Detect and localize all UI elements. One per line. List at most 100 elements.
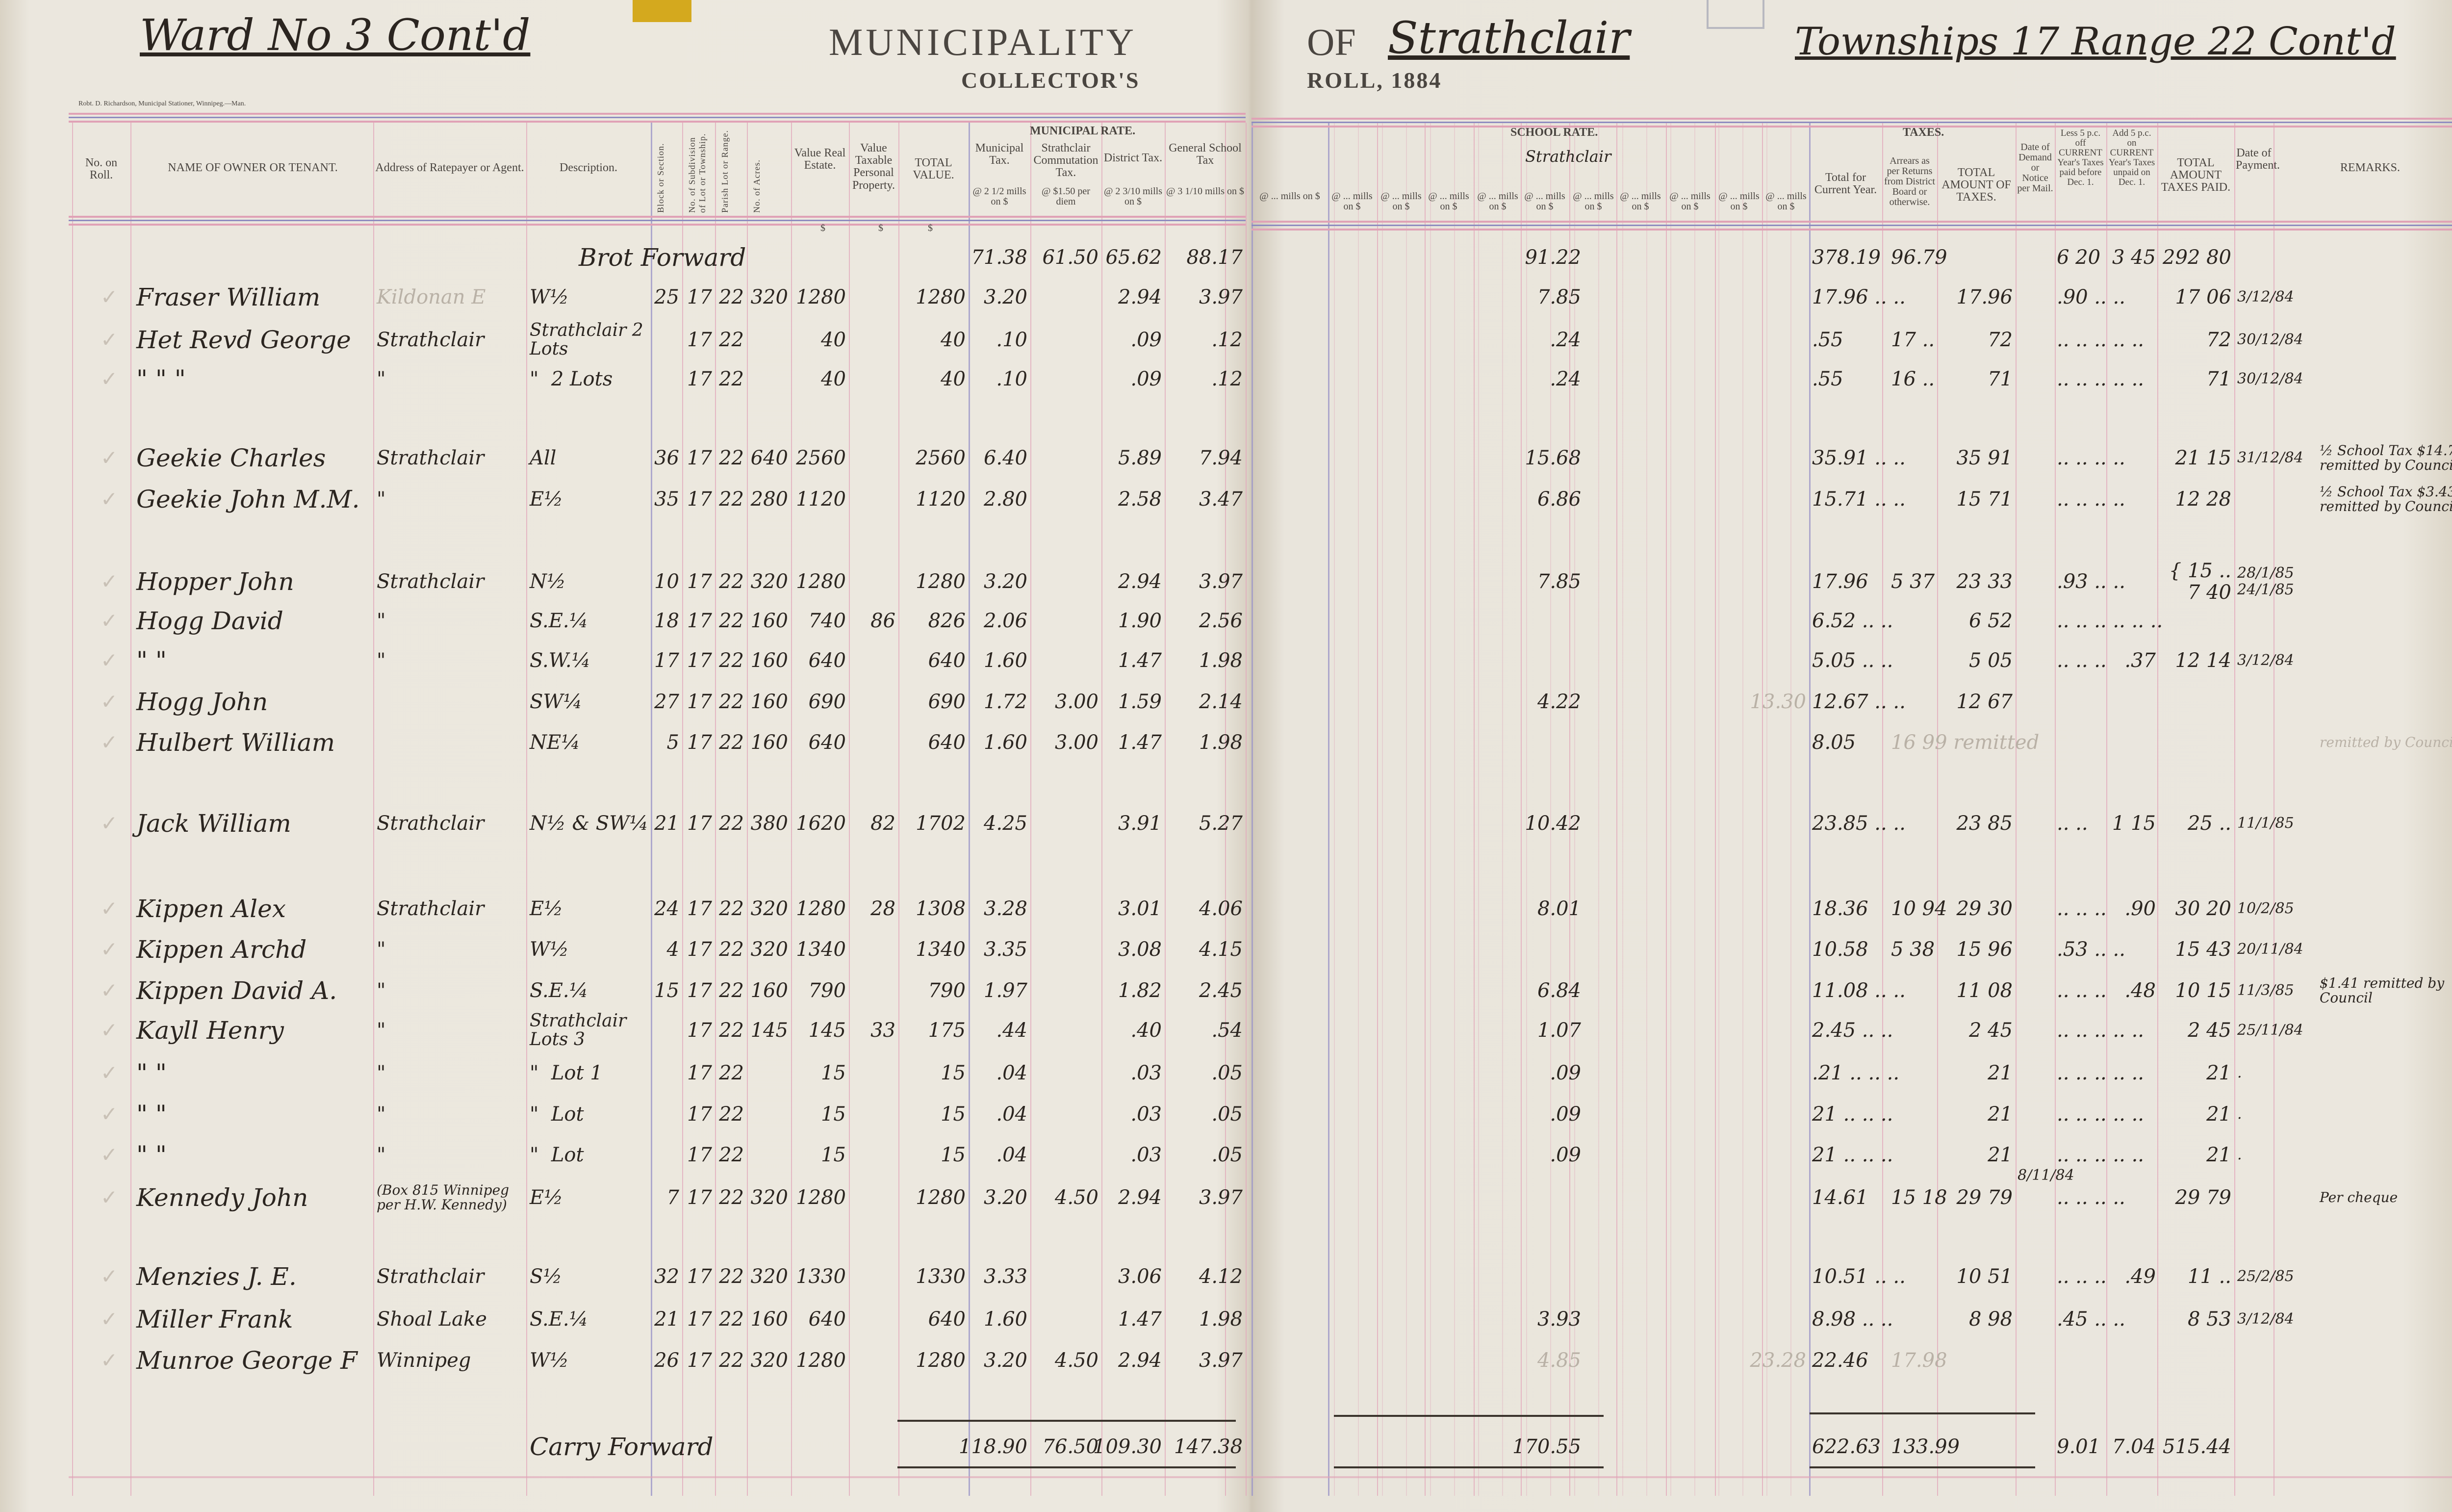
cell-total-current: 23.85 .. .. <box>1812 812 1906 835</box>
cell-district: 1.47 <box>1118 649 1162 672</box>
column-rule <box>1762 123 1763 1496</box>
cell-range: 22 <box>719 447 744 469</box>
cell-total-value: 15 <box>941 1062 966 1084</box>
check-mark-icon: ✓ <box>101 285 118 309</box>
cell-total-value: 640 <box>928 649 966 672</box>
header-acres: No. of Acres. <box>752 159 762 213</box>
cell-name: " " <box>136 646 167 675</box>
cell-school: 5.27 <box>1199 812 1243 835</box>
cell-arrears: 5 37 <box>1891 570 1935 593</box>
cell-municipal: 3.20 <box>983 1186 1027 1209</box>
cell-total-value: 790 <box>928 979 966 1002</box>
horizontal-rule <box>69 220 1246 221</box>
cell-municipal: 6.40 <box>983 447 1027 469</box>
horizontal-rule <box>69 216 1246 218</box>
header-name: NAME OF OWNER OR TENANT. <box>168 161 338 174</box>
header-mills-on-dollar: @ ... mills on $ <box>1259 191 1320 202</box>
cell-total-value: 175 <box>928 1019 966 1042</box>
header-commutation: Strathclair Commutation Tax. <box>1033 142 1098 179</box>
cell-date-paid: 3/12/84 <box>2237 288 2294 306</box>
cell-name: Kippen Archd <box>136 935 307 964</box>
column-rule <box>1521 123 1522 1496</box>
check-mark-icon: ✓ <box>101 897 118 921</box>
cell-district: 3.06 <box>1118 1265 1162 1288</box>
of-label: OF <box>1307 21 1356 63</box>
paper-clip-icon <box>1707 0 1764 29</box>
cell-description: NE¼ <box>530 731 580 754</box>
cell-total-paid: 8 53 <box>2187 1308 2231 1331</box>
cell-total-current: 17.96 <box>1812 570 1868 593</box>
cell-personal: 82 <box>870 812 895 835</box>
cell-date-paid: 30/12/84 <box>2237 331 2303 348</box>
header-mills-on-dollar: @ ... mills on $ <box>1573 191 1614 212</box>
cell-less: .. .. .. <box>2057 979 2107 1002</box>
column-rule <box>1718 123 1719 1496</box>
cell-total-value: 1330 <box>916 1265 966 1288</box>
cell-address: " <box>377 938 386 961</box>
cell-district: 65.62 <box>1105 246 1162 269</box>
cell-township: 17 <box>687 938 712 961</box>
cell-total-amount: 23 85 <box>1956 812 2013 835</box>
cell-municipal: 118.90 <box>959 1435 1027 1458</box>
cell-municipal: 3.35 <box>983 938 1027 961</box>
column-rule <box>130 123 131 1496</box>
cell-school: .12 <box>1211 368 1243 390</box>
total-underline <box>897 1420 1236 1422</box>
header-demand: Date of Demand or Notice per Mail. <box>2017 142 2053 194</box>
check-mark-icon: ✓ <box>101 1307 118 1331</box>
cell-total-amount: 10 51 <box>1956 1265 2013 1288</box>
cell-acres: 145 <box>750 1019 788 1042</box>
cell-section: 10 <box>654 570 679 593</box>
column-rule <box>791 123 792 1496</box>
check-mark-icon: ✓ <box>101 367 118 391</box>
cell-acres: 320 <box>750 1186 788 1209</box>
header-municipal-rate: MUNICIPAL RATE. <box>1030 125 1136 137</box>
cell-district: 3.01 <box>1118 897 1162 920</box>
check-mark-icon: ✓ <box>101 1102 118 1126</box>
column-rule <box>1598 123 1599 1496</box>
cell-total-paid: 30 20 <box>2175 897 2231 920</box>
column-rule <box>1474 123 1475 1496</box>
cell-address: Strathclair <box>377 897 485 920</box>
column-rule <box>1502 123 1503 1496</box>
cell-township: 17 <box>687 1349 712 1372</box>
column-rule <box>1616 123 1617 1496</box>
cell-description: E½ <box>530 488 563 511</box>
cell-acres: 320 <box>750 286 788 308</box>
cell-address: " <box>377 610 386 632</box>
check-mark-icon: ✓ <box>101 978 118 1002</box>
cell-add: 3 45 <box>2112 246 2156 269</box>
cell-total-current: 22.46 <box>1812 1349 1868 1372</box>
cell-name: Kennedy John <box>136 1183 308 1212</box>
brought-forward-label: Brot Forward <box>579 243 746 272</box>
cell-strathclair: .09 <box>1550 1103 1581 1126</box>
cell-rate-extra: 23.28 <box>1750 1349 1806 1372</box>
header-arrears: Arrears as per Returns from District Boa… <box>1884 155 1935 207</box>
cell-address: Strathclair <box>377 329 485 351</box>
cell-municipal: 3.20 <box>983 286 1027 308</box>
cell-range: 22 <box>719 368 744 390</box>
cell-less: .53 .. .. <box>2057 938 2125 961</box>
cell-total-paid: 29 79 <box>2175 1186 2231 1209</box>
cell-range: 22 <box>719 570 744 593</box>
column-rule <box>1358 123 1359 1496</box>
cell-total-paid: { 15 .. 7 40 <box>2169 560 2231 604</box>
cell-acres: 160 <box>750 979 788 1002</box>
roll-year-label: ROLL, 1884 <box>1307 68 1442 93</box>
column-rule <box>1328 123 1329 1496</box>
cell-school: .12 <box>1211 329 1243 351</box>
cell-description: W½ <box>530 286 569 308</box>
cell-municipal: 3.20 <box>983 570 1027 593</box>
column-rule <box>1478 123 1479 1496</box>
cell-description: S.W.¼ <box>530 649 591 672</box>
cell-municipal: 4.25 <box>983 812 1027 835</box>
column-rule <box>1101 123 1102 1496</box>
header-mills-on-dollar: @ ... mills on $ <box>1380 191 1422 212</box>
cell-real: 640 <box>808 1308 846 1331</box>
cell-date-paid: 11/1/85 <box>2237 815 2294 832</box>
cell-district: 2.94 <box>1118 1186 1162 1209</box>
cell-strathclair: 7.85 <box>1537 286 1581 308</box>
check-mark-icon: ✓ <box>101 811 118 835</box>
cell-total-paid: 25 .. <box>2187 812 2231 835</box>
cell-range: 22 <box>719 1308 744 1331</box>
